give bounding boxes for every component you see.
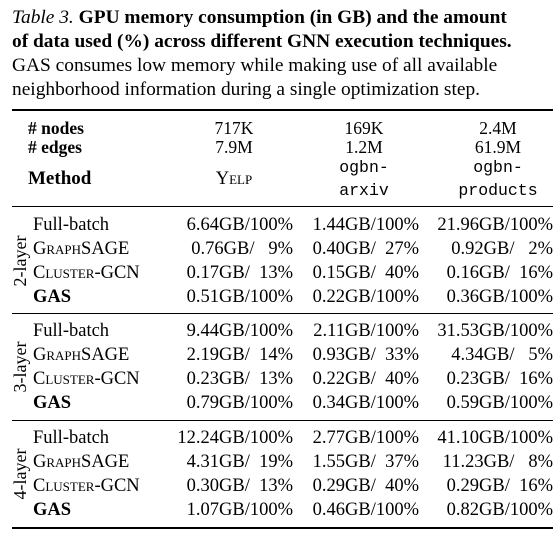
- table-cell: 0.15GB/ 40%: [312, 263, 419, 283]
- table-cell: 0.23GB/ 13%: [186, 369, 293, 389]
- table-cell: 6.64GB/100%: [186, 215, 293, 235]
- table-cell: 31.53GB/100%: [437, 321, 553, 341]
- dataset-yelp-edges: 7.9M: [215, 137, 253, 157]
- group-rule: [12, 420, 553, 421]
- table-cell: 12.24GB/100%: [177, 428, 293, 448]
- table-cell: 0.51GB/100%: [186, 287, 293, 307]
- dataset-products-edges: 61.9M: [474, 137, 522, 157]
- table-cell: 0.34GB/100%: [312, 393, 419, 413]
- method-full-batch: Full-batch: [33, 321, 110, 341]
- table-cell: 2.19GB/ 14%: [186, 345, 293, 365]
- table-cell: 0.29GB/ 16%: [446, 476, 553, 496]
- table-cell: 0.46GB/100%: [312, 500, 419, 520]
- method-header: Method: [28, 168, 92, 189]
- group-rule: [12, 313, 553, 314]
- table-cell: 0.17GB/ 13%: [186, 263, 293, 283]
- table-cell: 2.77GB/100%: [312, 428, 419, 448]
- table-cell: 21.96GB/100%: [437, 215, 553, 235]
- table-cell: 0.92GB/ 2%: [451, 239, 553, 259]
- method-full-batch: Full-batch: [33, 428, 110, 448]
- method-graphsage: GraphSAGE: [33, 239, 130, 259]
- caption-title-2: of data used (%) across different GNN ex…: [12, 31, 512, 52]
- dataset-arxiv-name-2: arxiv: [339, 181, 389, 200]
- caption-line-1: Table 3. GPU memory consumption (in GB) …: [12, 6, 557, 30]
- dataset-yelp-nodes: 717K: [214, 118, 254, 138]
- table-cell: 0.16GB/ 16%: [446, 263, 553, 283]
- caption-desc-2: neighborhood information during a single…: [12, 79, 480, 100]
- table-bottom-rule: [12, 527, 553, 529]
- table-cell: 0.59GB/100%: [446, 393, 553, 413]
- table-cell: 0.30GB/ 13%: [186, 476, 293, 496]
- table-cell: 41.10GB/100%: [437, 428, 553, 448]
- table-caption: Table 3. GPU memory consumption (in GB) …: [12, 6, 557, 102]
- method-gas: GAS: [33, 287, 72, 307]
- caption-title-1: GPU memory consumption (in GB) and the a…: [78, 7, 507, 28]
- table-cell: 0.36GB/100%: [446, 287, 553, 307]
- table-cell: 0.76GB/ 9%: [191, 239, 293, 259]
- dataset-arxiv-edges: 1.2M: [345, 137, 383, 157]
- table-cell: 1.07GB/100%: [186, 500, 293, 520]
- dataset-products-nodes: 2.4M: [479, 118, 517, 138]
- caption-desc-1: GAS consumes low memory while making use…: [12, 55, 498, 76]
- table-cell: 2.11GB/100%: [313, 321, 419, 341]
- method-graphsage: GraphSAGE: [33, 452, 130, 472]
- table-cell: 11.23GB/ 8%: [442, 452, 553, 472]
- group-label-2-layer: 2-layer: [10, 235, 30, 287]
- dataset-products-name: ogbn-: [473, 158, 523, 177]
- dataset-arxiv-nodes: 169K: [344, 118, 384, 138]
- table-cell: 1.44GB/100%: [312, 215, 419, 235]
- table-cell: 4.31GB/ 19%: [186, 452, 293, 472]
- edges-label: # edges: [28, 137, 82, 157]
- table-top-rule: [12, 109, 553, 111]
- table-cell: 0.79GB/100%: [186, 393, 293, 413]
- method-gas: GAS: [33, 500, 72, 520]
- nodes-label: # nodes: [28, 118, 84, 138]
- table-cell: 0.22GB/100%: [312, 287, 419, 307]
- group-label-3-layer: 3-layer: [10, 341, 30, 393]
- method-full-batch: Full-batch: [33, 215, 110, 235]
- method-gas: GAS: [33, 393, 72, 413]
- table-cell: 0.22GB/ 40%: [312, 369, 419, 389]
- table-cell: 0.29GB/ 40%: [312, 476, 419, 496]
- dataset-arxiv-name: ogbn-: [339, 158, 389, 177]
- table-cell: 0.93GB/ 33%: [312, 345, 419, 365]
- method-cluster-gcn: Cluster-GCN: [33, 476, 140, 496]
- table-cell: 0.82GB/100%: [446, 500, 553, 520]
- table-cell: 4.34GB/ 5%: [451, 345, 553, 365]
- method-cluster-gcn: Cluster-GCN: [33, 369, 140, 389]
- method-cluster-gcn: Cluster-GCN: [33, 263, 140, 283]
- table-cell: 1.55GB/ 37%: [312, 452, 419, 472]
- table-cell: 0.40GB/ 27%: [312, 239, 419, 259]
- table-cell: 0.23GB/ 16%: [446, 369, 553, 389]
- caption-label: Table 3.: [12, 7, 74, 28]
- dataset-yelp-name: Yelp: [215, 169, 253, 189]
- dataset-products-name-2: products: [458, 181, 538, 200]
- group-label-4-layer: 4-layer: [10, 448, 30, 500]
- header-rule: [12, 206, 553, 207]
- table-cell: 9.44GB/100%: [186, 321, 293, 341]
- method-graphsage: GraphSAGE: [33, 345, 130, 365]
